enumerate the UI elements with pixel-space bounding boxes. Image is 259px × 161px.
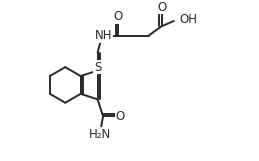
Text: NH: NH xyxy=(95,29,112,42)
Text: OH: OH xyxy=(179,13,197,26)
Text: S: S xyxy=(94,61,101,74)
Text: O: O xyxy=(114,10,123,23)
Text: H₂N: H₂N xyxy=(89,128,111,141)
Text: O: O xyxy=(157,1,166,14)
Text: O: O xyxy=(115,110,125,123)
